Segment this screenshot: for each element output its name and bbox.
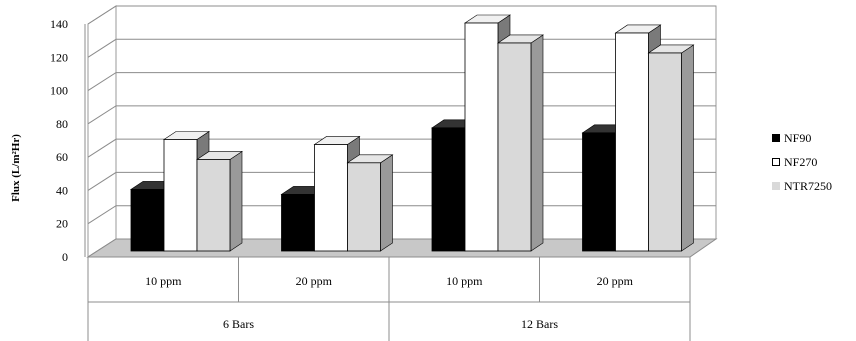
bars	[130, 14, 695, 252]
chart-walls	[87, 5, 717, 258]
chart-floor	[86, 238, 718, 258]
y-tick-label: 0	[62, 250, 68, 264]
bar-front	[497, 42, 532, 252]
legend-item-nf270: NF270	[772, 154, 832, 169]
y-tick-label: 140	[50, 17, 68, 31]
category-axis: 10 ppm 20 ppm 10 ppm 20 ppm 6 Bars 12 Bars	[87, 257, 691, 341]
bar-front	[163, 139, 198, 252]
legend-label: NTR7250	[784, 178, 832, 193]
bar-ntr7250-0	[196, 150, 243, 252]
bar-side	[229, 150, 243, 252]
category-label: 10 ppm	[145, 274, 182, 288]
bar-front	[314, 144, 348, 252]
y-tick-label: 40	[56, 183, 68, 197]
bar-front	[281, 194, 315, 252]
category-label: 20 ppm	[296, 274, 333, 288]
bar-side	[530, 34, 544, 252]
category-label: 20 ppm	[597, 274, 634, 288]
bar-front	[347, 162, 381, 252]
group-label: 6 Bars	[223, 317, 254, 331]
legend-item-ntr7250: NTR7250	[772, 178, 832, 193]
y-axis-label: Flux (L/m²Hr)	[10, 134, 22, 202]
y-tick-label: 60	[56, 150, 68, 164]
side-wall	[87, 5, 117, 258]
bar-nf270-2	[464, 14, 511, 252]
legend-swatch	[772, 182, 780, 190]
bar-front	[582, 132, 616, 252]
y-tick-label: 20	[56, 217, 68, 231]
floor	[86, 238, 718, 258]
category-label: 10 ppm	[446, 274, 483, 288]
bar-ntr7250-3	[647, 44, 695, 252]
bar-front	[130, 189, 165, 252]
legend-label: NF90	[784, 130, 812, 145]
bar-front	[431, 127, 466, 252]
y-tick-label: 120	[50, 50, 68, 64]
bar-side	[380, 154, 393, 252]
legend: NF90 NF270 NTR7250	[772, 130, 832, 204]
gridline	[87, 5, 716, 25]
y-axis-ticks: 0 20 40 60 80 100 120 140	[50, 17, 68, 264]
legend-swatch	[772, 134, 780, 142]
bar-front	[196, 159, 231, 252]
y-tick-label: 80	[56, 117, 68, 131]
bar-side	[681, 44, 694, 252]
legend-swatch	[772, 158, 780, 166]
bar-front	[648, 52, 682, 252]
legend-item-nf90: NF90	[772, 130, 832, 145]
legend-label: NF270	[784, 154, 818, 169]
bar-ntr7250-2	[497, 34, 544, 252]
group-label: 12 Bars	[521, 317, 558, 331]
bar-front	[615, 32, 649, 252]
bar-front	[464, 22, 499, 252]
bar-ntr7250-1	[346, 154, 394, 252]
y-tick-label: 100	[50, 84, 68, 98]
